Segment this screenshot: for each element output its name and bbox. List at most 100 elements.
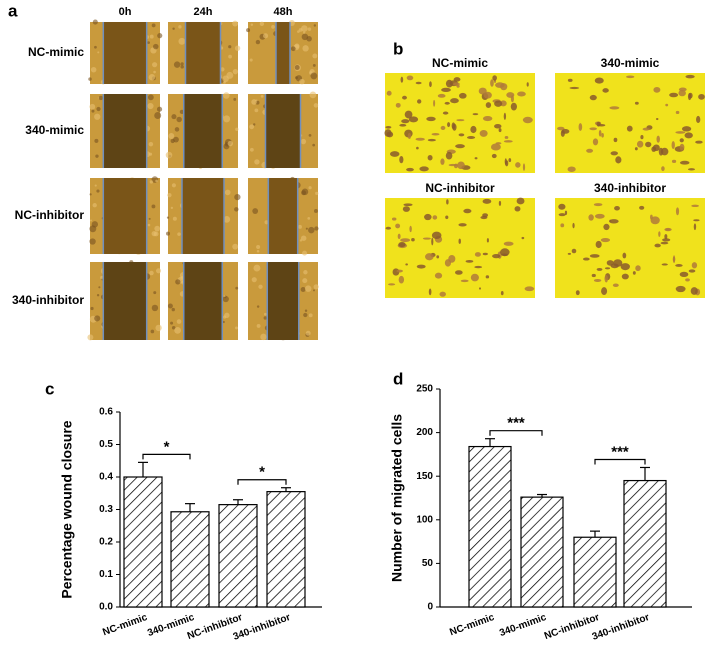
cell <box>491 153 497 159</box>
cell-texture <box>308 186 312 190</box>
cell-texture <box>157 33 163 39</box>
cell <box>684 132 693 139</box>
cell <box>432 215 438 220</box>
cell-texture <box>87 334 94 341</box>
cell <box>688 269 696 273</box>
cell <box>408 116 419 123</box>
cell <box>501 253 509 257</box>
cell <box>386 131 394 138</box>
micrograph <box>166 177 241 254</box>
significance-label: *** <box>611 443 629 460</box>
cell <box>445 215 449 220</box>
bar <box>623 479 667 608</box>
cell-texture <box>302 45 309 52</box>
significance-label: *** <box>507 415 525 432</box>
cell-texture <box>290 46 296 52</box>
micrograph <box>248 91 319 169</box>
cell <box>406 167 414 172</box>
cell-texture <box>147 223 151 227</box>
cell-texture <box>92 203 97 208</box>
cell <box>463 208 472 214</box>
cell-texture <box>167 193 172 198</box>
cell <box>409 225 412 233</box>
cell-texture <box>263 316 267 320</box>
cell-texture <box>176 319 182 324</box>
cell <box>678 90 686 97</box>
cell-texture <box>305 330 311 336</box>
y-tick-label: 0.6 <box>99 407 113 418</box>
cell-texture <box>254 159 260 165</box>
cell-texture <box>224 189 231 196</box>
cell <box>416 264 426 269</box>
cell-texture <box>260 95 264 98</box>
cell <box>615 156 622 164</box>
cell-texture <box>249 147 254 152</box>
cell-texture <box>171 114 177 120</box>
cell <box>431 237 434 246</box>
cell <box>675 131 686 134</box>
wound-gap <box>183 94 223 168</box>
cell <box>679 143 685 151</box>
cell <box>675 264 683 267</box>
cell-texture <box>94 45 97 49</box>
image-label: 340-inhibitor <box>594 181 666 195</box>
cell-texture <box>235 286 239 290</box>
cell-texture <box>179 109 184 115</box>
cell-texture <box>301 188 309 196</box>
micrograph <box>168 20 241 84</box>
cell-texture <box>312 143 316 147</box>
cell <box>589 94 597 101</box>
micrograph <box>89 176 161 255</box>
cell <box>597 123 606 127</box>
significance-bracket <box>142 453 191 460</box>
cell <box>451 122 456 130</box>
cell-texture <box>263 33 269 39</box>
cell <box>626 75 635 79</box>
cell-texture <box>90 66 97 73</box>
cell-texture <box>172 27 175 30</box>
cell-texture <box>303 312 308 318</box>
x-tick-label: 340-mimic <box>498 612 548 639</box>
cell <box>415 81 422 85</box>
cell <box>441 87 451 93</box>
wound-gap <box>182 178 224 254</box>
cell <box>517 91 526 97</box>
cell-texture <box>220 67 225 72</box>
cell <box>479 130 488 137</box>
cell <box>586 148 594 153</box>
bar <box>573 536 617 608</box>
cell-texture <box>148 141 154 147</box>
cell <box>589 127 597 131</box>
cell-texture <box>89 193 92 196</box>
image-label: NC-mimic <box>432 56 488 70</box>
cell <box>470 273 479 282</box>
row-label: NC-inhibitor <box>15 208 85 222</box>
cell-texture <box>232 69 239 75</box>
cell-texture <box>92 19 98 25</box>
cell <box>522 116 533 124</box>
cell-texture <box>256 323 261 328</box>
cell <box>632 271 636 275</box>
cell <box>693 223 697 231</box>
cell-texture <box>149 152 153 156</box>
cell <box>478 87 487 95</box>
micrograph <box>167 262 239 340</box>
cell <box>385 226 392 230</box>
cell <box>613 259 623 267</box>
cell <box>595 240 602 249</box>
significance-label: * <box>259 464 265 481</box>
cell <box>388 283 396 286</box>
cell <box>445 151 453 160</box>
cell <box>446 199 449 205</box>
cell <box>558 213 566 217</box>
cell <box>588 214 594 221</box>
cell <box>472 113 479 116</box>
cell <box>610 151 618 156</box>
cell-texture <box>300 138 307 145</box>
y-axis-label: Number of migrated cells <box>389 414 405 582</box>
cell-texture <box>294 64 300 70</box>
y-tick-label: 250 <box>416 384 433 395</box>
cell <box>402 206 410 212</box>
cell-texture <box>312 63 316 67</box>
cell <box>454 270 463 275</box>
